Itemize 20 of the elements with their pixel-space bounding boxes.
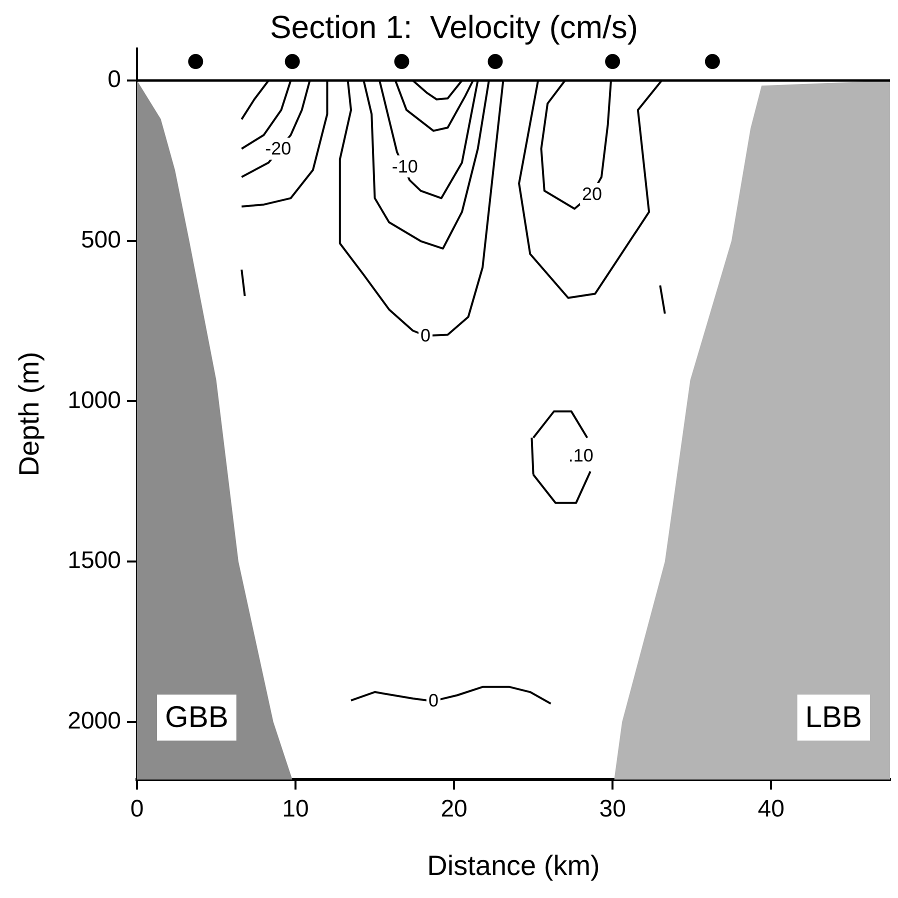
y-tick-label: 0 (108, 66, 121, 94)
x-tick-label: 10 (282, 796, 309, 823)
y-tick-label: 1500 (68, 547, 121, 574)
x-tick-label: 20 (440, 796, 468, 823)
annotation: 20 (582, 184, 602, 204)
x-tick-label: 40 (758, 796, 784, 823)
annotation: -10 (392, 156, 418, 176)
x-tick-label: 0 (130, 796, 144, 823)
y-axis-title: Depth (m) (14, 352, 45, 476)
annotation: LBB (805, 700, 862, 734)
y-tick-label: 2000 (68, 708, 121, 734)
x-axis-title: Distance (km) (427, 850, 600, 881)
annotation: 0 (428, 690, 438, 710)
y-tick-label: 1000 (68, 386, 121, 414)
annotation: -20 (265, 138, 292, 159)
y-tick-label: 500 (80, 226, 121, 254)
annotation: .10 (568, 446, 594, 466)
x-tick-label: 30 (599, 796, 626, 823)
chart-title: Section 1: Velocity (cm/s) (270, 9, 638, 46)
annotation: GBB (164, 700, 228, 734)
